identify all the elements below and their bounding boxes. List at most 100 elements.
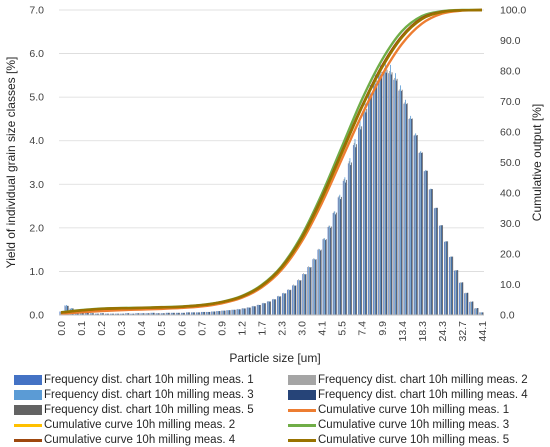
frequency-bar — [444, 241, 445, 315]
frequency-bar — [130, 313, 132, 315]
frequency-bar — [142, 313, 143, 315]
frequency-bar — [431, 189, 433, 315]
frequency-bar — [249, 307, 250, 315]
frequency-bar — [105, 313, 106, 315]
frequency-bar — [480, 312, 482, 315]
legend-line-swatch — [14, 424, 42, 427]
frequency-bar — [287, 289, 288, 315]
frequency-bar — [260, 304, 261, 315]
frequency-bar — [304, 274, 306, 315]
frequency-bar — [359, 119, 361, 315]
frequency-bar — [207, 311, 209, 315]
frequency-bar — [232, 309, 234, 315]
frequency-bar — [374, 71, 376, 315]
frequency-bar — [223, 310, 224, 315]
frequency-bar — [438, 225, 440, 315]
frequency-bar — [207, 311, 208, 315]
frequency-bar — [234, 309, 236, 315]
frequency-bar — [66, 304, 67, 315]
frequency-bar — [223, 310, 225, 315]
frequency-bar — [364, 101, 366, 315]
frequency-bar — [152, 312, 154, 315]
frequency-bar — [98, 313, 99, 315]
frequency-bar — [189, 312, 191, 315]
frequency-bar — [162, 313, 164, 315]
frequency-bar — [242, 308, 244, 315]
legend-label: Cumulative curve 10h milling meas. 1 — [318, 404, 510, 416]
frequency-bar — [325, 239, 327, 315]
frequency-bar — [413, 135, 415, 315]
frequency-bar — [243, 308, 245, 315]
frequency-bar — [132, 313, 134, 315]
frequency-bar — [105, 313, 107, 315]
frequency-bar — [322, 239, 324, 315]
frequency-bar — [414, 134, 416, 315]
frequency-bar — [95, 313, 97, 315]
frequency-bar — [470, 301, 471, 315]
frequency-bar — [411, 118, 413, 315]
frequency-bar — [131, 313, 132, 315]
frequency-bar — [147, 313, 148, 315]
frequency-bar — [355, 147, 357, 315]
frequency-bar — [464, 293, 466, 315]
frequency-bar — [434, 207, 436, 315]
frequency-bar — [470, 301, 472, 315]
frequency-bar — [327, 226, 329, 315]
frequency-bar — [404, 102, 406, 315]
frequency-bar — [185, 312, 187, 315]
frequency-bar — [460, 282, 461, 315]
frequency-bars — [59, 61, 484, 316]
frequency-bar — [101, 313, 103, 315]
legend-bar-swatch — [288, 390, 316, 400]
frequency-bar — [475, 308, 477, 315]
frequency-bar — [178, 312, 180, 315]
frequency-bar — [128, 313, 130, 315]
frequency-bar — [142, 313, 144, 315]
frequency-bar — [457, 270, 459, 315]
frequency-bar — [418, 152, 420, 315]
frequency-bar — [60, 311, 62, 315]
frequency-bar — [262, 302, 264, 315]
frequency-bar — [274, 299, 276, 315]
legend-label: Cumulative curve 10h milling meas. 5 — [318, 434, 510, 446]
frequency-bar — [153, 312, 154, 315]
y2-tick-label: 90.0 — [500, 35, 521, 47]
frequency-bar — [194, 312, 196, 315]
frequency-bar — [445, 241, 447, 315]
frequency-bar — [263, 303, 265, 315]
frequency-bar — [150, 312, 152, 315]
frequency-bar — [307, 267, 309, 315]
frequency-bar — [393, 79, 395, 315]
frequency-bar — [197, 312, 199, 315]
frequency-bar — [126, 313, 127, 315]
frequency-bar — [452, 256, 454, 315]
frequency-bar — [353, 142, 355, 315]
frequency-bar — [99, 313, 101, 315]
legend-label: Cumulative curve 10h milling meas. 2 — [44, 419, 236, 431]
frequency-bar — [333, 211, 335, 315]
cumulative-curve — [60, 8, 483, 315]
frequency-bar — [141, 313, 143, 315]
frequency-bar — [122, 313, 124, 315]
frequency-bar — [297, 280, 299, 315]
frequency-bar — [454, 270, 455, 315]
frequency-bar — [201, 311, 203, 315]
frequency-bar — [348, 161, 350, 315]
frequency-bar — [209, 311, 211, 315]
frequency-bar — [249, 307, 251, 315]
frequency-bar — [416, 135, 418, 315]
frequency-bar — [481, 312, 482, 315]
frequency-bar — [349, 158, 351, 315]
frequency-bar — [344, 177, 346, 315]
frequency-bar — [158, 313, 159, 315]
frequency-bar — [248, 307, 250, 315]
frequency-bar — [379, 63, 381, 316]
x-tick-label: 3.0 — [297, 321, 309, 336]
frequency-bar — [308, 266, 310, 315]
frequency-bar — [270, 301, 271, 315]
frequency-bar — [121, 313, 123, 315]
frequency-bar — [295, 285, 297, 315]
frequency-bar — [212, 311, 214, 315]
legend-line-swatch — [288, 424, 316, 427]
frequency-bar — [184, 312, 185, 315]
